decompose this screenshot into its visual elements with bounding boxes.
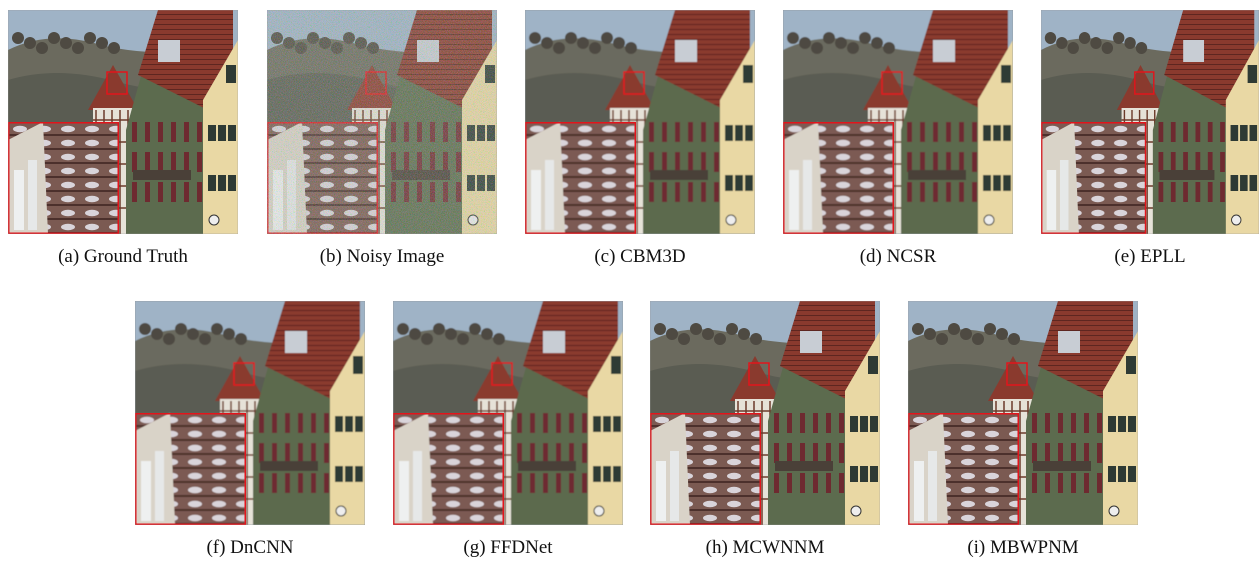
caption: (c) CBM3D [594, 246, 686, 267]
caption: (g) FFDNet [463, 537, 553, 558]
panel-i: (i) MBWPNM [908, 301, 1138, 561]
panel-d: (d) NCSR [783, 10, 1013, 270]
panel-b: (b) Noisy Image [267, 10, 497, 270]
image-noisy [267, 10, 497, 234]
caption: (f) DnCNN [206, 537, 294, 558]
image-ncsr [783, 10, 1013, 234]
image-mcwnnm [650, 301, 880, 525]
caption: (h) MCWNNM [705, 537, 825, 558]
caption: (b) Noisy Image [319, 246, 445, 267]
image-mbwpnm [908, 301, 1138, 525]
image-cbm3d [525, 10, 755, 234]
caption: (d) NCSR [859, 246, 937, 267]
image-ground-truth [8, 10, 238, 234]
panel-e: (e) EPLL [1041, 10, 1259, 270]
panel-a: (a) Ground Truth [8, 10, 238, 270]
caption: (i) MBWPNM [967, 537, 1079, 558]
panel-g: (g) FFDNet [393, 301, 623, 561]
panel-f: (f) DnCNN [135, 301, 365, 561]
image-ffdnet [393, 301, 623, 525]
caption: (e) EPLL [1114, 246, 1186, 267]
image-epll [1041, 10, 1259, 234]
panel-c: (c) CBM3D [525, 10, 755, 270]
caption: (a) Ground Truth [58, 246, 188, 267]
panel-h: (h) MCWNNM [650, 301, 880, 561]
image-dncnn [135, 301, 365, 525]
